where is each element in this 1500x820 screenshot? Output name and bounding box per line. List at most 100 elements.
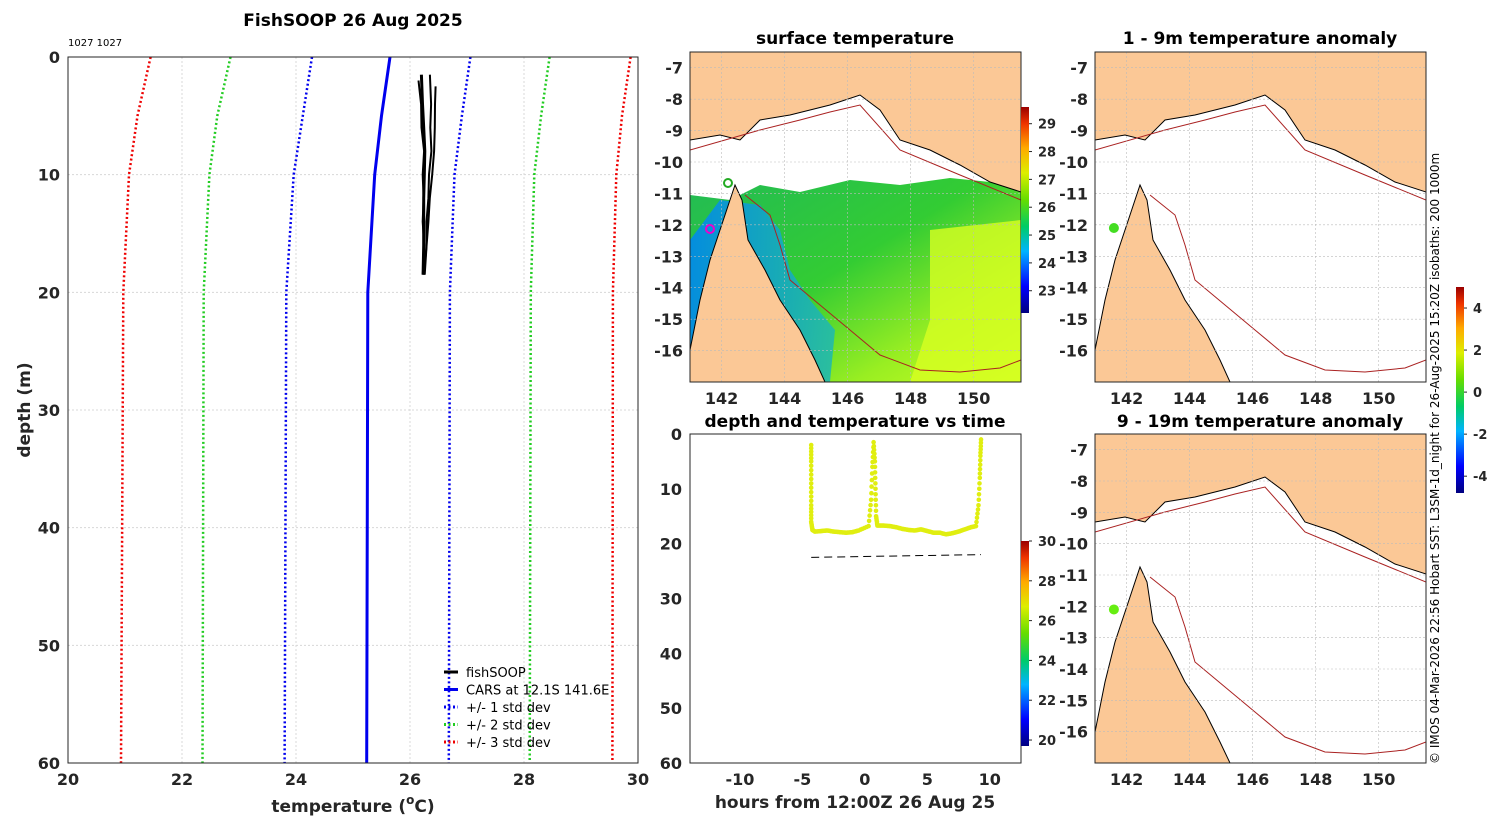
anom2-ytick-label: -14 [1059, 660, 1088, 679]
timeseries-point [808, 463, 814, 469]
timeseries-point [808, 459, 814, 464]
anomaly-colorbar-tick-label: -4 [1473, 470, 1487, 485]
anom2-ytick-label: -15 [1059, 691, 1088, 710]
sst-isobath-1000 [690, 104, 1021, 201]
timeseries-point [976, 497, 982, 503]
timeseries-point [869, 490, 874, 496]
timeseries-xlabel: hours from 12:00Z 26 Aug 25 [715, 793, 995, 813]
sst-colorbar-ticks: 23 24 25 26 27 28 29 [1029, 118, 1056, 300]
timeseries-ytick-label: 30 [660, 590, 682, 609]
profile-legend-label: CARS at 12.1S 141.6E [466, 684, 609, 699]
timeseries-colorbar-tick-label: 30 [1038, 535, 1056, 550]
anom2-ytick-label: -11 [1059, 566, 1088, 585]
anomaly-colorbar-ticks: 4 2 0 -2 -4 [1464, 302, 1487, 485]
timeseries-point [808, 506, 814, 511]
timeseries-point [867, 508, 873, 513]
profile-ytick-label: 50 [38, 636, 60, 655]
profile-ytick-label: 40 [38, 519, 60, 538]
anom2-cape-york [1095, 565, 1231, 763]
profile-panel: FishSOOP 26 Aug 2025 1027 1027 20 22 24 26 2… [15, 11, 649, 817]
anom2-ytick-label: -13 [1059, 629, 1088, 648]
timeseries-point [808, 452, 814, 458]
timeseries-point [978, 440, 984, 446]
profile-series-3-line-upper [528, 56, 551, 764]
timeseries-point [977, 466, 983, 472]
sst-ytick-label: -15 [654, 310, 683, 329]
anom2-xtick-label: 150 [1362, 770, 1395, 789]
timeseries-point [977, 486, 982, 492]
anom1-new-guinea [1095, 52, 1426, 193]
anom1-isobath-1000 [1095, 104, 1426, 201]
sst-xtick-label: 150 [957, 389, 990, 408]
profile-xtick-label: 22 [171, 770, 193, 789]
anom1-isobath-200 [1149, 194, 1426, 373]
profile-xtick-label: 20 [57, 770, 79, 789]
profile-title: FishSOOP 26 Aug 2025 [243, 11, 462, 31]
profile-xtick-label: 24 [285, 770, 307, 789]
timeseries-colorbar-tick-label: 26 [1038, 615, 1056, 630]
sst-isobath-200 [744, 194, 1021, 373]
anom1-ytick-label: -10 [1059, 153, 1088, 172]
timeseries-ytick-label: 40 [660, 644, 682, 663]
timeseries-point [808, 476, 814, 482]
anom1-ytick-label: -14 [1059, 279, 1088, 298]
timeseries-point [873, 481, 878, 486]
timeseries-point [872, 455, 877, 460]
anom1-ytick-label: -11 [1059, 184, 1088, 203]
timeseries-point [808, 509, 814, 515]
anom1-map [1095, 52, 1426, 382]
timeseries-point [808, 494, 814, 499]
anom1-xtick-label: 148 [1299, 389, 1332, 408]
anom2-title: 9 - 19m temperature anomaly [1117, 412, 1403, 432]
anom1-cape-york [1095, 183, 1231, 382]
timeseries-point [871, 443, 877, 449]
timeseries-point [808, 467, 814, 473]
profile-fishsoop-cast [417, 80, 426, 275]
timeseries-point [977, 475, 983, 481]
timeseries-point [973, 523, 979, 529]
sst-ytick-label: -8 [665, 90, 683, 109]
anomaly-colorbar-tick-label: 4 [1473, 302, 1482, 317]
sst-colorbar-tick-label: 26 [1038, 201, 1056, 216]
profile-ytick-label: 0 [49, 48, 60, 67]
profile-ylabel: depth (m) [15, 362, 35, 457]
timeseries-colorbar-tick-label: 28 [1038, 575, 1056, 590]
anom2-new-guinea [1095, 434, 1426, 575]
timeseries-point [872, 470, 878, 475]
timeseries-panel: depth and temperature vs time -10 -5 0 5 10 0… [660, 412, 1056, 813]
sst-colorbar-tick-label: 28 [1038, 146, 1056, 161]
timeseries-colorbar-tick-label: 24 [1038, 654, 1056, 669]
sst-colorbar-tick-label: 29 [1038, 118, 1056, 133]
sst-ytick-label: -12 [654, 216, 683, 235]
profile-xlabel-end: C) [414, 797, 434, 817]
anom1-ytick-label: -7 [1070, 59, 1088, 78]
timeseries-colorbar-ticks: 30 28 26 24 22 20 [1029, 535, 1056, 749]
anom2-panel: 9 - 19m temperature anomaly 142 144 146 148… [1059, 412, 1427, 789]
profile-ytick-label: 30 [38, 401, 60, 420]
anom1-panel: 1 - 9m temperature anomaly 142 144 146 148 1… [1059, 29, 1427, 408]
profile-xtick-label: 26 [399, 770, 421, 789]
sst-map [690, 52, 1021, 382]
sst-colorbar-tick-label: 24 [1038, 257, 1056, 272]
timeseries-point [978, 447, 983, 452]
timeseries-point [873, 492, 878, 497]
timeseries-point [873, 486, 878, 492]
profile-legend-label: +/- 3 std dev [466, 736, 551, 751]
anom1-xtick-label: 150 [1362, 389, 1395, 408]
profile-annotation: 1027 1027 [68, 38, 122, 49]
sst-xtick-label: 148 [894, 389, 927, 408]
sst-ytick-label: -13 [654, 247, 683, 266]
timeseries-point [808, 516, 814, 521]
timeseries-point [978, 453, 983, 459]
anom2-ytick-label: -9 [1070, 503, 1088, 522]
timeseries-point [978, 437, 984, 442]
profile-ytick-label: 10 [38, 166, 60, 185]
anom2-ytick-label: -8 [1070, 472, 1088, 491]
sst-ytick-label: -7 [665, 59, 683, 78]
profile-legend-label: +/- 2 std dev [466, 719, 551, 734]
sst-title: surface temperature [756, 29, 954, 49]
timeseries-point [978, 443, 984, 449]
timeseries-point [872, 459, 878, 464]
sst-xtick-label: 144 [768, 389, 801, 408]
timeseries-point [808, 503, 814, 508]
